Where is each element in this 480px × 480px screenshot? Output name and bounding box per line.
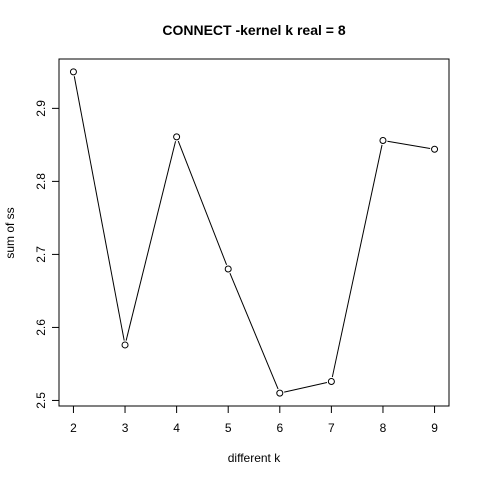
x-tick-label: 7 <box>328 421 335 435</box>
series-layer <box>69 68 439 397</box>
x-tick-label: 5 <box>225 421 232 435</box>
x-tick-label: 6 <box>276 421 283 435</box>
series-line-segment <box>229 272 279 390</box>
data-point <box>224 265 232 273</box>
x-axis-label: different k <box>228 451 281 465</box>
y-tick-label: 2.7 <box>34 246 48 263</box>
x-tick-label: 4 <box>173 421 180 435</box>
data-point <box>173 133 181 141</box>
y-tick-label: 2.6 <box>34 319 48 336</box>
series-line-segment <box>331 144 383 378</box>
x-tick-label: 9 <box>431 421 438 435</box>
x-tick-label: 3 <box>122 421 129 435</box>
series-line-segment <box>387 140 431 149</box>
data-point <box>431 145 439 153</box>
y-axis: 2.5 2.6 2.7 2.8 2.9 <box>34 100 60 409</box>
series-line-segment <box>284 381 328 393</box>
series-line-segment <box>177 140 228 266</box>
x-tick-label: 8 <box>380 421 387 435</box>
series-line-segment <box>125 141 177 341</box>
x-axis: 2 3 4 5 6 7 8 9 <box>70 405 438 435</box>
data-point <box>121 341 129 349</box>
y-tick-label: 2.5 <box>34 392 48 409</box>
y-axis-label: sum of ss <box>3 207 17 258</box>
chart-title: CONNECT -kernel k real = 8 <box>162 22 345 38</box>
data-point <box>327 377 335 385</box>
y-tick-label: 2.8 <box>34 173 48 190</box>
x-tick-label: 2 <box>70 421 77 435</box>
data-point <box>69 68 77 76</box>
data-point <box>276 389 284 397</box>
series-line-segment <box>73 76 125 341</box>
y-tick-label: 2.9 <box>34 100 48 117</box>
data-point <box>379 136 387 144</box>
